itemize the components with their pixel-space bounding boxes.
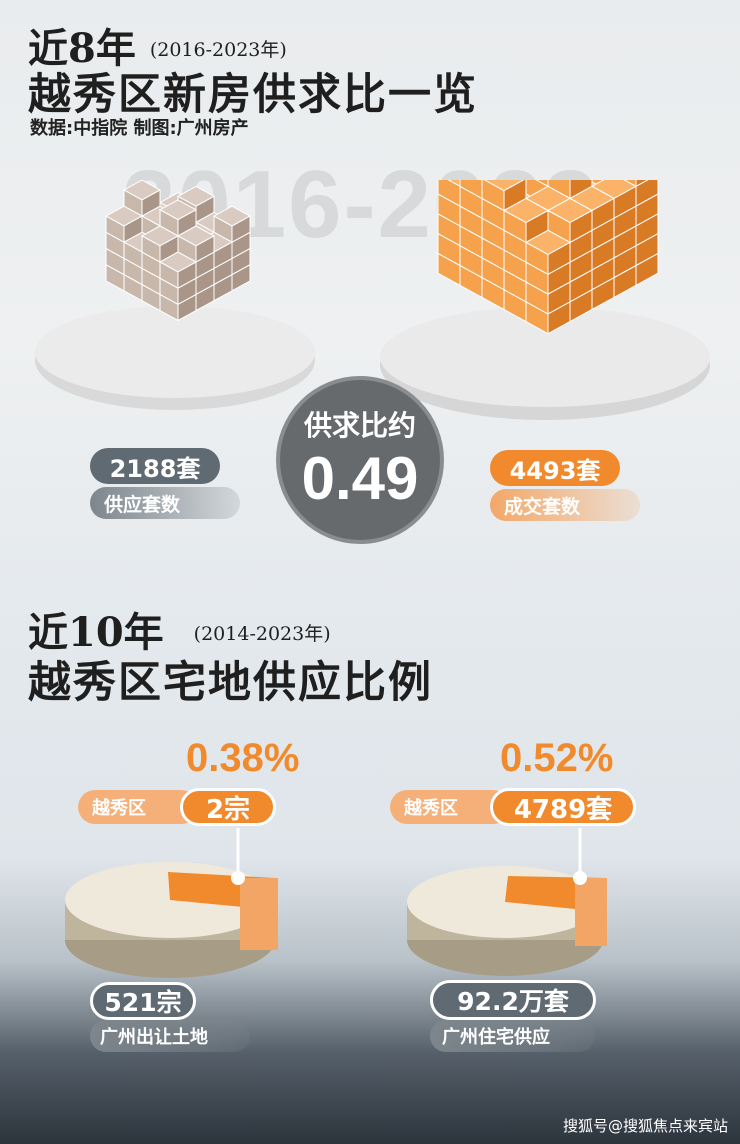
section1-title-prefix: 近8年 (2016-2023年) bbox=[28, 16, 287, 74]
source-text: 数据:中指院 制图:广州房产 bbox=[30, 118, 249, 139]
left-total-label: 广州出让土地 bbox=[90, 1020, 250, 1052]
left-total: 521宗 bbox=[90, 982, 196, 1020]
sales-value: 4493套 bbox=[490, 450, 620, 486]
left-percent: 0.38% bbox=[186, 736, 300, 780]
block-face bbox=[547, 241, 571, 276]
sales-blocks bbox=[436, 180, 660, 335]
title-range: (2014-2023年) bbox=[193, 623, 331, 645]
supply-blocks bbox=[104, 180, 252, 322]
title-prefix: 近10年 bbox=[28, 609, 164, 656]
section2-title: 越秀区宅地供应比例 bbox=[28, 658, 433, 708]
right-percent: 0.52% bbox=[500, 736, 614, 780]
pie-illustrations bbox=[65, 828, 607, 978]
right-district: 越秀区 bbox=[390, 790, 510, 824]
title-prefix: 近8年 bbox=[28, 25, 136, 72]
ratio-circle: 供求比约 0.49 bbox=[276, 376, 444, 544]
title-range: (2016-2023年) bbox=[149, 39, 287, 61]
block-face bbox=[177, 261, 197, 289]
left-district-value: 2宗 bbox=[180, 788, 276, 826]
supply-label: 供应套数 bbox=[90, 487, 240, 519]
supply-value: 2188套 bbox=[90, 448, 220, 484]
blocks-illustration bbox=[35, 180, 710, 420]
right-total-label: 广州住宅供应 bbox=[430, 1020, 595, 1052]
right-total: 92.2万套 bbox=[430, 980, 596, 1020]
right-district-value: 4789套 bbox=[490, 788, 636, 826]
sales-label: 成交套数 bbox=[490, 489, 640, 521]
section1-title: 越秀区新房供求比一览 bbox=[28, 70, 478, 120]
left-district: 越秀区 bbox=[78, 790, 198, 824]
ratio-label: 供求比约 bbox=[303, 409, 416, 442]
right-pie bbox=[407, 828, 607, 976]
left-pie bbox=[65, 828, 278, 978]
footer-watermark: 搜狐号@搜狐焦点来宾站 bbox=[562, 1117, 728, 1135]
section2-title-prefix: 近10年 (2014-2023年) bbox=[28, 600, 331, 658]
ratio-value: 0.49 bbox=[301, 445, 419, 512]
